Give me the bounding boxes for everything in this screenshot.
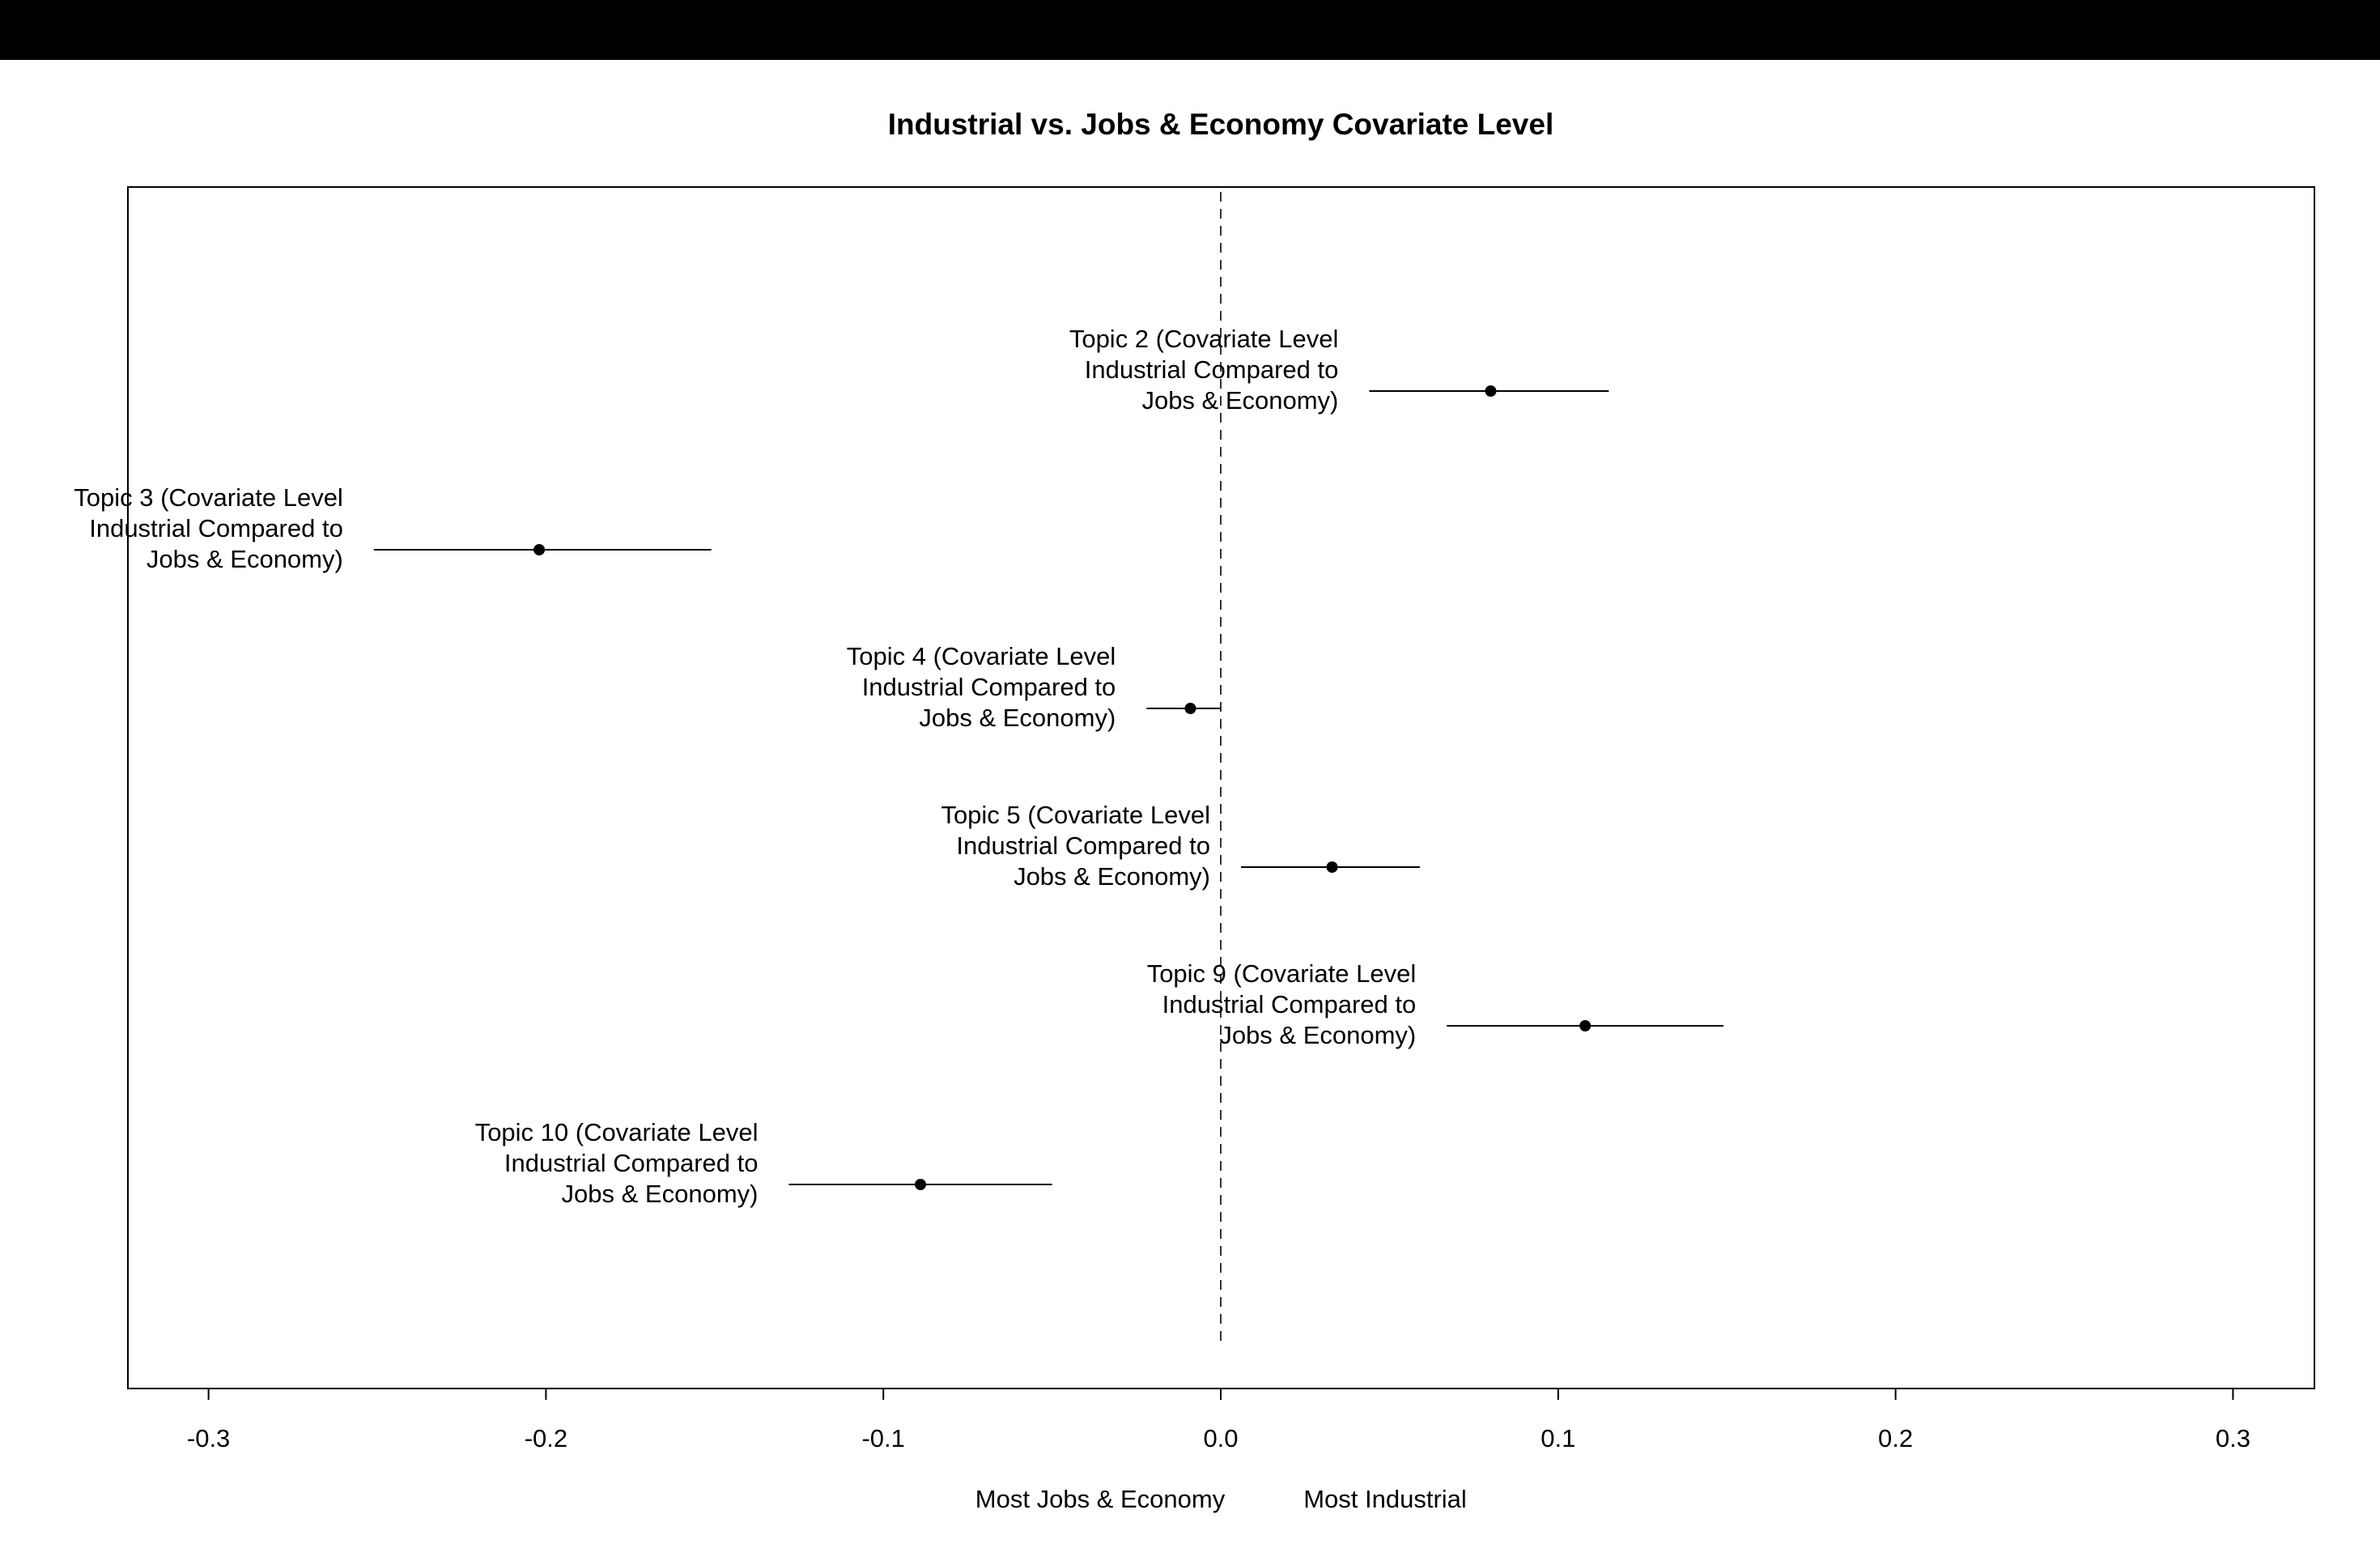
estimate-point — [533, 544, 546, 555]
point-label-line: Industrial Compared to — [1085, 355, 1339, 384]
point-label-line: Topic 10 (Covariate Level — [475, 1118, 759, 1146]
point-label-line: Industrial Compared to — [89, 514, 343, 542]
x-tick-label: 0.1 — [1541, 1424, 1575, 1452]
point-label-line: Jobs & Economy) — [1219, 1021, 1416, 1049]
x-tick-label: 0.0 — [1203, 1424, 1238, 1452]
chart-title: Industrial vs. Jobs & Economy Covariate … — [888, 108, 1554, 141]
point-label-line: Topic 9 (Covariate Level — [1147, 959, 1417, 988]
x-tick-label: -0.1 — [861, 1424, 904, 1452]
point-label-line: Topic 3 (Covariate Level — [74, 483, 343, 512]
point-label-line: Jobs & Economy) — [919, 704, 1116, 732]
estimate-point — [1579, 1020, 1592, 1031]
x-label-left: Most Jobs & Economy — [975, 1485, 1226, 1513]
x-tick-label: -0.3 — [187, 1424, 230, 1452]
point-label-line: Jobs & Economy) — [147, 545, 343, 573]
point-label-line: Topic 5 (Covariate Level — [941, 801, 1210, 829]
estimate-point — [1485, 385, 1497, 397]
x-tick-label: -0.2 — [525, 1424, 567, 1452]
x-axis: -0.3 -0.2 -0.1 0.0 0.1 0.2 0.3 — [187, 1389, 2250, 1452]
x-tick-label: 0.2 — [1878, 1424, 1913, 1452]
point-label-line: Jobs & Economy) — [562, 1180, 759, 1208]
point-label-line: Topic 4 (Covariate Level — [847, 642, 1116, 670]
estimate-point — [1184, 703, 1196, 714]
point-label-line: Industrial Compared to — [504, 1149, 759, 1177]
point-label-line: Topic 2 (Covariate Level — [1069, 325, 1339, 353]
point-label-line: Industrial Compared to — [862, 673, 1116, 701]
x-label-right: Most Industrial — [1303, 1485, 1467, 1513]
top-black-bar — [0, 0, 2380, 60]
x-tick-label: 0.3 — [2216, 1424, 2250, 1452]
point-label-line: Jobs & Economy) — [1014, 862, 1210, 891]
estimate-point — [1326, 861, 1338, 873]
estimate-point — [915, 1179, 927, 1190]
point-label-line: Industrial Compared to — [1162, 990, 1417, 1019]
point-label-line: Jobs & Economy) — [1141, 386, 1338, 415]
point-label-line: Industrial Compared to — [956, 831, 1210, 860]
